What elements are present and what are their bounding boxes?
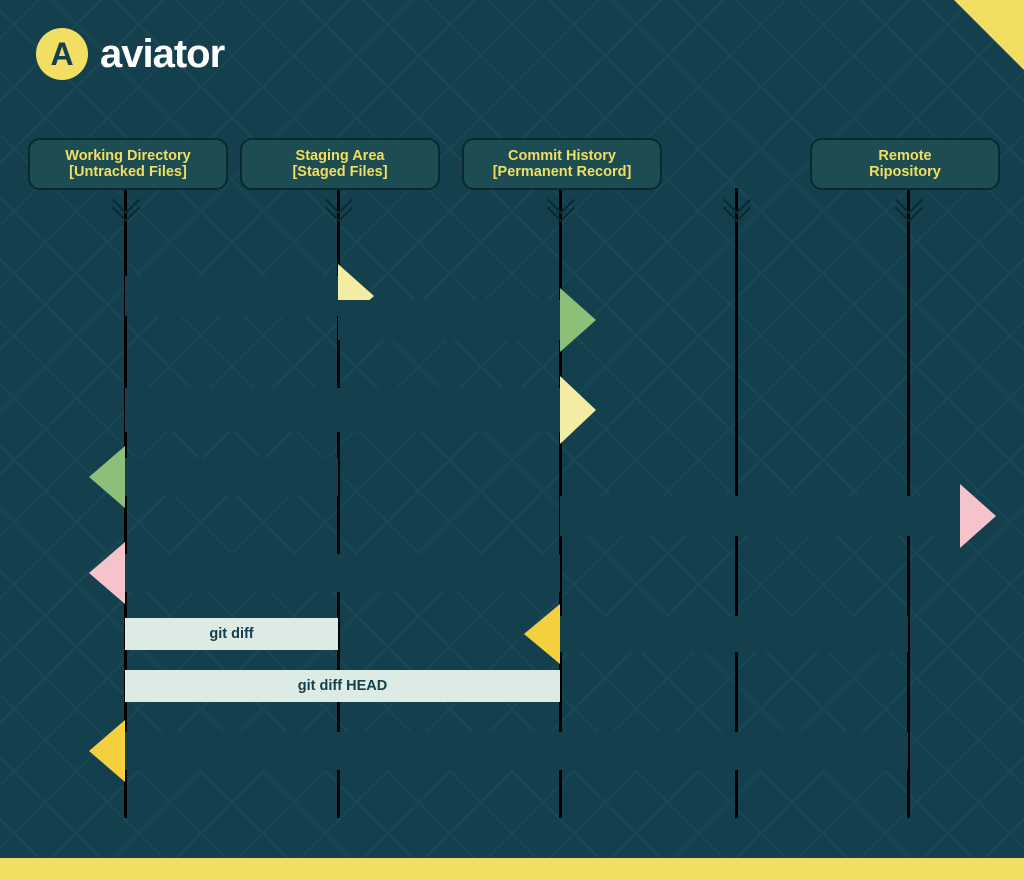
lane-header-line2: [Staged Files] — [292, 164, 387, 180]
arrow-label: git commit — [412, 312, 485, 328]
chevron-down-icon — [724, 190, 748, 214]
arrow-label: git fetch — [706, 626, 762, 642]
arrow-git-commit-a: git commit -a — [125, 388, 596, 432]
chevron-down-icon — [548, 190, 572, 214]
bottom-accent-bar — [0, 858, 1024, 880]
corner-accent — [954, 0, 1024, 70]
arrow-label: git reset <file> — [182, 469, 280, 485]
arrow-git-reset-commit-: git reset <commit> — [89, 554, 560, 592]
lane-header-remote: RemoteRipository — [810, 138, 1000, 190]
arrow-git-add-mv-rm: git add/mv/rm — [125, 276, 374, 316]
brand-logo: A aviator — [36, 28, 224, 80]
arrow-label: git commit -a — [297, 402, 387, 418]
chevron-down-icon — [326, 190, 350, 214]
git-flow-diagram: Working Directory[Untracked Files]Stagin… — [0, 138, 1024, 858]
arrow-git-reset-file-: git reset <file> — [89, 458, 338, 496]
arrow-label: git add/mv/rm — [184, 288, 279, 304]
brand-name: aviator — [100, 32, 224, 77]
lane-header-line1: Commit History — [508, 148, 616, 164]
lane-header-commit: Commit History[Permanent Record] — [462, 138, 662, 190]
arrow-git-push: git push — [560, 496, 996, 536]
lane-header-staging: Staging Area[Staged Files] — [240, 138, 440, 190]
arrow-label: git clone/pull — [472, 743, 561, 759]
lane-header-line2: [Untracked Files] — [69, 164, 187, 180]
bar-git-diff: git diff — [125, 618, 338, 650]
arrow-git-commit: git commit — [338, 300, 596, 340]
lane-header-line2: [Permanent Record] — [493, 164, 632, 180]
lane-header-working: Working Directory[Untracked Files] — [28, 138, 228, 190]
arrow-git-clone-pull: git clone/pull — [89, 732, 908, 770]
chevron-down-icon — [113, 190, 137, 214]
bar-git-diff-head: git diff HEAD — [125, 670, 560, 702]
brand-mark-icon: A — [36, 28, 88, 80]
chevron-down-icon — [896, 190, 920, 214]
arrow-label: git reset <commit> — [278, 565, 407, 581]
bar-label: git diff — [209, 626, 253, 642]
lane-header-line1: Remote — [878, 148, 931, 164]
lane-header-line1: Working Directory — [65, 148, 190, 164]
lane-header-line2: Ripository — [869, 164, 941, 180]
arrow-git-fetch: git fetch — [524, 616, 908, 652]
arrow-label: git push — [732, 508, 788, 524]
bar-label: git diff HEAD — [298, 678, 387, 694]
lane-header-line1: Staging Area — [296, 148, 385, 164]
